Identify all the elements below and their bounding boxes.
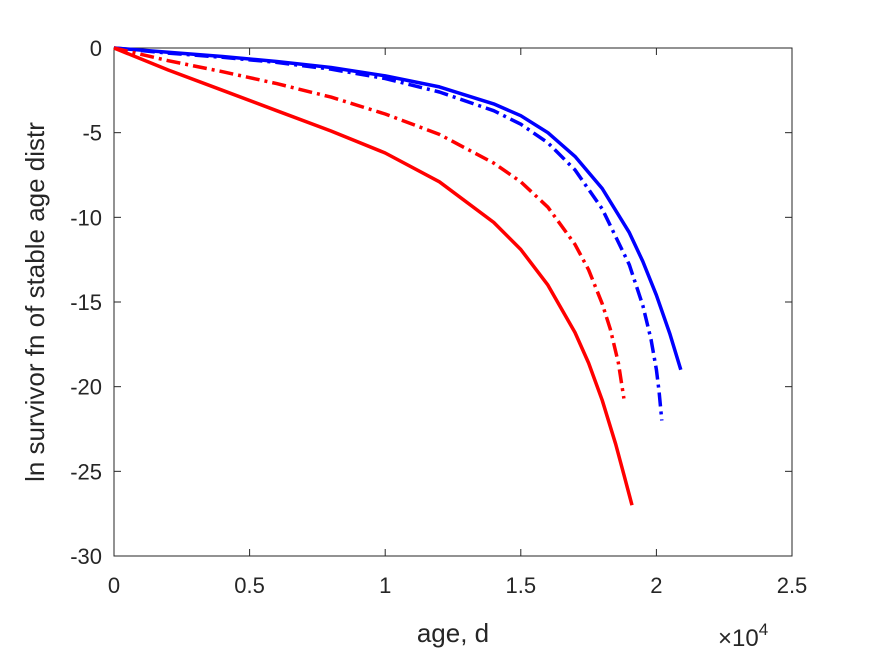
x-exponent-label: ×104 — [718, 620, 768, 652]
x-tick-label: 2 — [650, 573, 662, 598]
x-exponent-power: 4 — [759, 620, 768, 639]
x-tick-label: 1.5 — [506, 573, 537, 598]
y-axis-label: ln survivor fn of stable age distr — [20, 122, 50, 482]
y-tick-label: -5 — [82, 121, 102, 146]
x-tick-label: 0 — [108, 573, 120, 598]
x-exponent-base: ×10 — [718, 625, 759, 652]
y-tick-label: -25 — [70, 459, 102, 484]
y-tick-label: -10 — [70, 205, 102, 230]
x-ticks: 0 0.5 1 1.5 2 2.5 — [108, 48, 807, 598]
y-tick-label: -15 — [70, 290, 102, 315]
x-tick-label: 0.5 — [234, 573, 265, 598]
series-line-4 — [113, 46, 634, 506]
x-tick-label: 1 — [379, 573, 391, 598]
y-tick-label: -30 — [70, 544, 102, 569]
y-tick-label: -20 — [70, 375, 102, 400]
series-line-2 — [113, 46, 664, 421]
x-tick-label: 2.5 — [777, 573, 808, 598]
series-layer — [113, 46, 683, 506]
y-ticks: 0 -5 -10 -15 -20 -25 -30 — [70, 36, 792, 569]
y-tick-label: 0 — [90, 36, 102, 61]
x-axis-label: age, d — [417, 618, 489, 648]
plot-area — [113, 47, 793, 557]
series-line-3 — [113, 46, 626, 399]
